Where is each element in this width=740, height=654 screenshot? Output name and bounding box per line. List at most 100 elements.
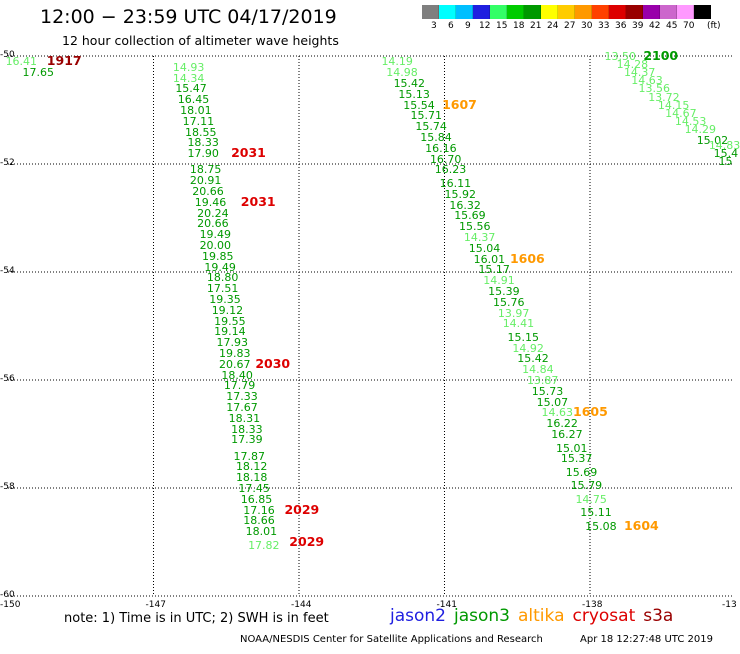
wave-height-label: 15.42 xyxy=(517,352,549,366)
legend-swatch xyxy=(490,5,507,19)
pass-time-label: 2031 xyxy=(231,145,266,161)
wave-height-label: 16.41 xyxy=(5,55,38,69)
wave-height-label: 16.23 xyxy=(434,163,467,177)
wave-height-label: 14.75 xyxy=(575,492,607,506)
wave-height-label: 17.82 xyxy=(248,538,280,552)
wave-height-label: 16.27 xyxy=(551,428,583,441)
wave-height-label: 14.84 xyxy=(522,363,554,377)
satellite-cryosat: cryosat xyxy=(572,606,636,626)
legend-swatch xyxy=(643,5,660,19)
legend-swatch xyxy=(660,5,677,19)
legend-swatch xyxy=(473,5,490,19)
wave-height-label: 15.69 xyxy=(454,209,486,223)
wave-height-label: 15.73 xyxy=(531,384,564,398)
wave-height-label: 14.63 xyxy=(541,406,574,420)
wave-height-label: 19.55 xyxy=(214,314,246,328)
legend-label: 21 xyxy=(530,21,542,31)
legend-swatches xyxy=(422,5,740,19)
wave-height-label: 15.39 xyxy=(488,284,520,298)
lat-tick-label: -52 xyxy=(0,158,15,168)
wave-height-label: 17.33 xyxy=(226,390,258,404)
wave-height-label: 15.54 xyxy=(403,98,435,112)
wave-height-label: 13.87 xyxy=(526,374,559,387)
wave-height-label: 15.11 xyxy=(580,506,612,520)
legend-unit: (ft) xyxy=(707,21,721,31)
pass-time-label: 2100 xyxy=(643,48,679,63)
page-subtitle: 12 hour collection of altimeter wave hei… xyxy=(62,33,339,48)
wave-height-label: 16.45 xyxy=(177,93,210,107)
wave-height-label: 16.70 xyxy=(429,152,462,166)
satellite-altika: altika xyxy=(518,606,565,626)
wave-height-label: 18.40 xyxy=(221,368,253,382)
wave-height-label: 17.93 xyxy=(216,336,249,350)
wave-height-label: 15.74 xyxy=(415,120,447,134)
legend-swatch xyxy=(677,5,694,19)
wave-height-label: 17.65 xyxy=(22,66,55,80)
wave-height-label: 17.90 xyxy=(187,147,219,161)
wave-height-label: 14.29 xyxy=(684,122,717,136)
legend-label: 36 xyxy=(615,21,627,31)
wave-height-label: 15.56 xyxy=(459,220,491,234)
wave-height-label: 15.76 xyxy=(493,295,525,309)
wave-height-label: 16.01 xyxy=(473,252,506,266)
pass-time-label: 1606 xyxy=(509,250,545,266)
wave-height-label: 15.47 xyxy=(175,82,207,96)
wave-height-label: 17.39 xyxy=(231,433,263,447)
legend-label: 39 xyxy=(632,21,644,31)
lat-tick-label: -58 xyxy=(0,482,15,492)
legend-label: 15 xyxy=(496,21,508,31)
wave-height-label: 15.69 xyxy=(565,465,598,479)
wave-height-label: 15.07 xyxy=(536,395,569,409)
wave-height-label: 17.79 xyxy=(223,379,256,393)
wave-height-label: 19.83 xyxy=(218,347,251,360)
lat-tick-label: -54 xyxy=(0,266,15,276)
lon-tick-label: -144 xyxy=(291,600,312,610)
pass-time-label: 1917 xyxy=(46,53,82,69)
lon-tick-label: -141 xyxy=(436,600,457,610)
wave-height-label: 18.66 xyxy=(243,514,275,528)
wave-height-label: 16.11 xyxy=(439,176,472,190)
wave-height-label: 16.16 xyxy=(425,141,457,155)
wave-height-label: 15.01 xyxy=(556,441,588,455)
wave-height-label: 15.04 xyxy=(468,241,501,255)
lon-tick-label: -13 xyxy=(722,600,737,610)
legend-swatch xyxy=(575,5,592,19)
wave-height-label: 17.87 xyxy=(233,449,266,463)
wave-height-label: 14.34 xyxy=(172,71,205,85)
wave-height-color-legend: 3 6 9 12 15 18 21 24 27 30 33 36 39 42 45 70 (ft) xyxy=(422,5,740,31)
wave-height-label: 20.24 xyxy=(197,206,229,220)
legend-label: 30 xyxy=(581,21,593,31)
legend-swatch xyxy=(507,5,524,19)
wave-height-label: 20.66 xyxy=(192,185,224,198)
wave-height-label: 18.01 xyxy=(245,525,278,539)
wave-height-label: 18.33 xyxy=(187,136,219,150)
legend-swatch xyxy=(541,5,558,19)
wave-height-label: 14.15 xyxy=(657,98,690,112)
wave-height-label: 15.42 xyxy=(393,77,426,90)
wave-height-label: 15.37 xyxy=(560,452,593,466)
legend-label: 70 xyxy=(683,21,695,31)
wave-height-label: 13.56 xyxy=(638,82,671,96)
satellite-jason2: jason2 xyxy=(390,606,446,626)
legend-label: 42 xyxy=(649,21,661,31)
legend-label: 27 xyxy=(564,21,576,31)
satellite-jason3: jason3 xyxy=(454,606,510,626)
wave-height-label: 19.49 xyxy=(199,228,232,242)
lat-tick-label: -56 xyxy=(0,374,15,384)
wave-height-label: 18.80 xyxy=(206,271,239,285)
wave-height-label: 13.72 xyxy=(648,90,680,104)
wave-height-label: 17.67 xyxy=(226,401,258,414)
wave-height-label: 14.67 xyxy=(665,106,697,120)
wave-height-label: 15.08 xyxy=(585,519,617,533)
legend-label: 12 xyxy=(479,21,491,31)
pass-time-label: 2030 xyxy=(255,355,291,371)
wave-height-label: 14.37 xyxy=(623,66,656,80)
wave-height-label: 14.98 xyxy=(386,66,418,80)
pass-time-label: 1605 xyxy=(573,404,608,420)
wave-height-label: 18.75 xyxy=(189,163,222,177)
wave-height-label: 14.91 xyxy=(483,274,515,288)
wave-height-label: 15.92 xyxy=(444,187,477,201)
legend-label: 6 xyxy=(448,21,454,31)
